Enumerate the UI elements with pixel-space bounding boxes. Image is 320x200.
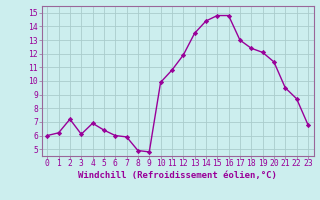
X-axis label: Windchill (Refroidissement éolien,°C): Windchill (Refroidissement éolien,°C) [78,171,277,180]
